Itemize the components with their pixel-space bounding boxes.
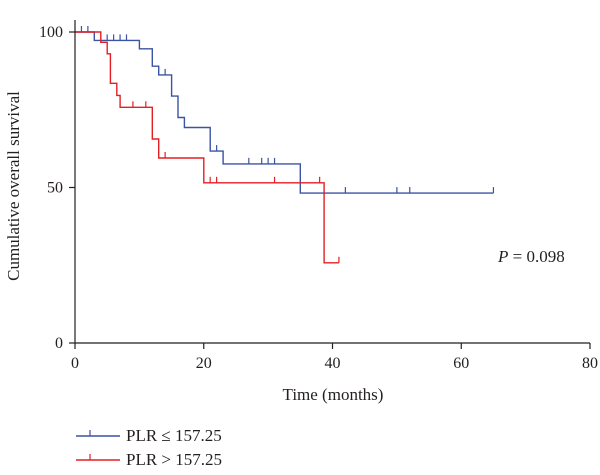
x-axis-label: Time (months) — [283, 385, 384, 404]
p-value-prefix: P — [497, 247, 508, 266]
legend-label: PLR ≤ 157.25 — [126, 426, 222, 445]
legend-label: PLR > 157.25 — [126, 450, 222, 469]
y-tick-label: 100 — [39, 24, 63, 41]
y-tick-label: 0 — [55, 335, 63, 352]
x-tick-label: 80 — [582, 355, 598, 372]
y-axis-label: Cumulative overall survival — [4, 91, 23, 281]
survival-curve-series-2 — [75, 31, 339, 264]
legend: PLR ≤ 157.25 PLR > 157.25 — [76, 426, 222, 469]
x-tick-label: 20 — [196, 355, 212, 372]
plot-area — [75, 26, 495, 264]
x-tick-label: 60 — [453, 355, 469, 372]
x-tick-label: 0 — [71, 355, 79, 372]
y-axis: 0 50 100 — [39, 20, 76, 352]
p-value-text: = 0.098 — [508, 247, 564, 266]
survival-curve-series-1 — [75, 31, 494, 194]
x-axis: 0 20 40 60 80 — [71, 342, 598, 372]
x-tick-label: 40 — [325, 355, 341, 372]
p-value-annotation: P = 0.098 — [497, 247, 565, 266]
y-tick-label: 50 — [47, 180, 63, 197]
